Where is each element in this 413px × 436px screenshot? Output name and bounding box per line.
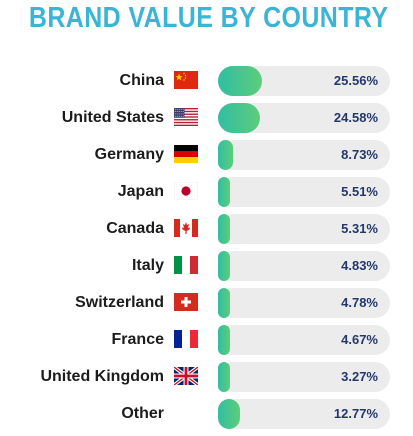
bar-row: United States 24.58% xyxy=(0,103,413,140)
value-label: 5.31% xyxy=(341,221,378,236)
bar-row: United Kingdom 3.27% xyxy=(0,362,413,399)
category-label: China xyxy=(119,72,164,89)
bar xyxy=(218,214,230,244)
bar-row: Japan 5.51% xyxy=(0,177,413,214)
usa-flag-icon xyxy=(174,108,198,126)
bar-row: China 25.56% xyxy=(0,66,413,103)
value-label: 8.73% xyxy=(341,147,378,162)
value-label: 4.78% xyxy=(341,295,378,310)
category-label: Canada xyxy=(106,220,164,237)
bar xyxy=(218,362,230,392)
bar xyxy=(218,399,240,429)
switzerland-flag-icon xyxy=(174,293,198,311)
france-flag-icon xyxy=(174,330,198,348)
chart-title: BRAND VALUE BY COUNTRY xyxy=(28,2,389,34)
value-label: 4.83% xyxy=(341,258,378,273)
bar-track: 4.78% xyxy=(218,288,390,318)
value-label: 4.67% xyxy=(341,332,378,347)
bar xyxy=(218,66,262,96)
japan-flag-icon xyxy=(173,181,199,201)
category-label: France xyxy=(111,331,164,348)
category-label: Germany xyxy=(94,146,164,163)
category-label: Switzerland xyxy=(75,294,164,311)
category-label: United Kingdom xyxy=(40,368,164,385)
bar-track: 3.27% xyxy=(218,362,390,392)
category-label: Other xyxy=(121,405,164,422)
bar-row: Germany 8.73% xyxy=(0,140,413,177)
bar xyxy=(218,288,230,318)
china-flag-icon xyxy=(174,71,198,89)
bar-row: France 4.67% xyxy=(0,325,413,362)
bar-row: Switzerland 4.78% xyxy=(0,288,413,325)
bar-track: 12.77% xyxy=(218,399,390,429)
bar-track: 24.58% xyxy=(218,103,390,133)
value-label: 5.51% xyxy=(341,184,378,199)
category-label: Japan xyxy=(117,183,164,200)
category-label: Italy xyxy=(131,257,164,274)
bar-track: 25.56% xyxy=(218,66,390,96)
bar xyxy=(218,251,230,281)
bar-row: Italy 4.83% xyxy=(0,251,413,288)
bar xyxy=(218,103,261,133)
value-label: 12.77% xyxy=(333,406,378,421)
bar-row: Canada 5.31% xyxy=(0,214,413,251)
uk-flag-icon xyxy=(172,365,200,387)
bar-track: 5.31% xyxy=(218,214,390,244)
italy-flag-icon xyxy=(174,256,198,274)
category-label: United States xyxy=(61,109,164,126)
bar xyxy=(218,140,233,170)
value-label: 3.27% xyxy=(341,369,378,384)
bar-track: 8.73% xyxy=(218,140,390,170)
bar-row: Other 12.77% xyxy=(0,399,413,436)
bar xyxy=(218,325,230,355)
value-label: 25.56% xyxy=(333,73,378,88)
bar-track: 5.51% xyxy=(218,177,390,207)
canada-flag-icon xyxy=(174,219,198,237)
bar xyxy=(218,177,230,207)
bar-track: 4.83% xyxy=(218,251,390,281)
bar-track: 4.67% xyxy=(218,325,390,355)
germany-flag-icon xyxy=(174,145,198,163)
value-label: 24.58% xyxy=(333,110,378,125)
